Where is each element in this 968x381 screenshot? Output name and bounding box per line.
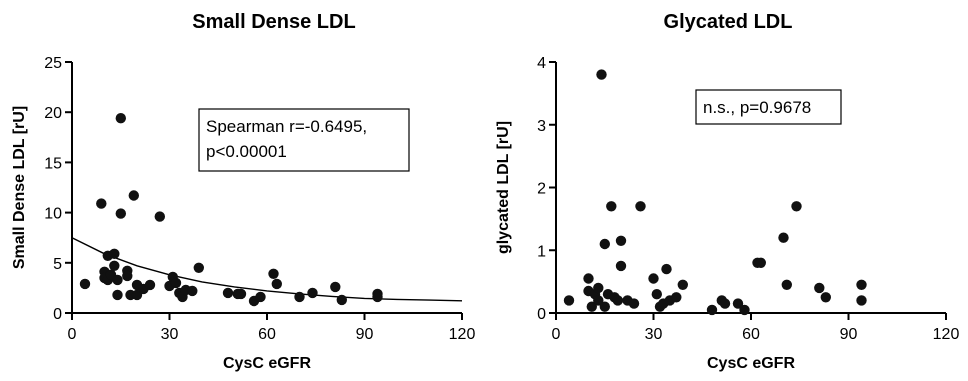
x-tick-label: 30 [161, 326, 179, 343]
chart-title: Small Dense LDL [192, 11, 355, 33]
x-tick-label: 60 [258, 326, 276, 343]
data-point [222, 287, 234, 299]
x-tick-label: 0 [552, 326, 561, 343]
data-point [615, 235, 627, 246]
y-tick-label: 0 [537, 306, 546, 323]
data-point [109, 260, 120, 271]
data-point [648, 273, 659, 284]
y-axis-label: Small Dense LDL [rU] [11, 106, 28, 269]
x-tick-label: 60 [742, 326, 760, 343]
y-tick-label: 20 [44, 105, 62, 122]
y-tick-label: 0 [53, 306, 62, 323]
y-tick-label: 4 [537, 55, 546, 72]
data-point [372, 291, 383, 303]
data-point [612, 295, 623, 306]
glycated-ldl-scatter-plot: Glycated LDL 0 1 2 3 4 0 30 60 90 120 CysC eGFR glyc… [495, 11, 960, 372]
data-point [128, 190, 139, 201]
data-point [791, 201, 802, 212]
data-point [719, 298, 731, 309]
data-point [706, 304, 718, 316]
annotation-box [198, 108, 410, 172]
data-point [112, 289, 123, 301]
annotation-box [695, 89, 842, 125]
data-point [109, 248, 120, 259]
y-tick-label: 2 [537, 181, 546, 198]
data-point [144, 279, 156, 291]
data-point [115, 113, 127, 124]
data-point [856, 295, 867, 306]
data-point [193, 262, 204, 273]
data-point [628, 298, 640, 309]
annotation-text: n.s., p=0.9678 [703, 98, 811, 117]
data-point [814, 282, 825, 294]
annotation-text: Spearman r=-0.6495, [206, 117, 367, 136]
y-tick-label: 5 [53, 256, 62, 273]
data-point [671, 292, 682, 303]
x-tick-label: 120 [449, 326, 476, 343]
data-point [187, 285, 198, 297]
data-point [336, 294, 347, 306]
data-point [635, 201, 646, 212]
data-point [79, 278, 91, 290]
small-dense-ldl-scatter-plot: Small Dense LDL 0 5 10 15 20 25 0 30 60 90 120 CysC … [11, 11, 476, 372]
data-point [755, 257, 766, 268]
data-point [732, 298, 744, 309]
data-point [154, 211, 165, 222]
data-point [255, 291, 266, 303]
data-point [599, 238, 610, 250]
y-tick-label: 25 [44, 55, 62, 72]
data-point [294, 291, 305, 303]
data-point [661, 263, 672, 275]
data-point [122, 270, 133, 282]
data-point [856, 279, 867, 290]
data-point [330, 281, 341, 293]
data-point [96, 198, 107, 209]
data-point [593, 295, 604, 306]
y-tick-label: 15 [44, 155, 62, 172]
y-tick-label: 3 [537, 118, 546, 135]
annotation-text: p<0.00001 [206, 142, 287, 161]
x-axis-label: CysC eGFR [223, 355, 311, 372]
data-point [778, 232, 789, 243]
data-point [583, 273, 594, 284]
x-tick-label: 0 [68, 326, 77, 343]
data-point [781, 279, 792, 290]
data-point [307, 287, 318, 299]
chart-small-dense-ldl: Small Dense LDL 0 5 10 15 20 25 0 30 60 90 120 CysC … [11, 11, 476, 372]
y-axis-label: glycated LDL [rU] [495, 121, 512, 254]
data-point [268, 268, 279, 279]
data-point [271, 278, 282, 290]
y-tick-label: 10 [44, 206, 62, 223]
data-point [599, 301, 610, 312]
data-point [677, 279, 688, 290]
data-point [596, 69, 607, 80]
data-point [235, 288, 247, 300]
chart-glycated-ldl: Glycated LDL 0 1 2 3 4 0 30 60 90 120 CysC eGFR glyc… [484, 0, 968, 381]
data-point [115, 208, 127, 219]
y-tick-label: 1 [537, 243, 546, 260]
data-point [586, 301, 597, 312]
data-point [820, 292, 831, 303]
data-point [112, 274, 123, 286]
data-point [593, 282, 604, 294]
x-tick-label: 30 [645, 326, 663, 343]
data-point [651, 289, 662, 300]
data-point [615, 260, 627, 272]
x-axis-label: CysC eGFR [707, 355, 795, 372]
data-point [739, 304, 750, 316]
data-point [170, 277, 182, 289]
fit-curve [71, 237, 463, 302]
chart-title: Glycated LDL [664, 11, 793, 33]
x-tick-label: 120 [933, 326, 960, 343]
x-tick-label: 90 [356, 326, 374, 343]
data-point [563, 295, 575, 306]
x-tick-label: 90 [840, 326, 858, 343]
data-point [606, 201, 617, 212]
